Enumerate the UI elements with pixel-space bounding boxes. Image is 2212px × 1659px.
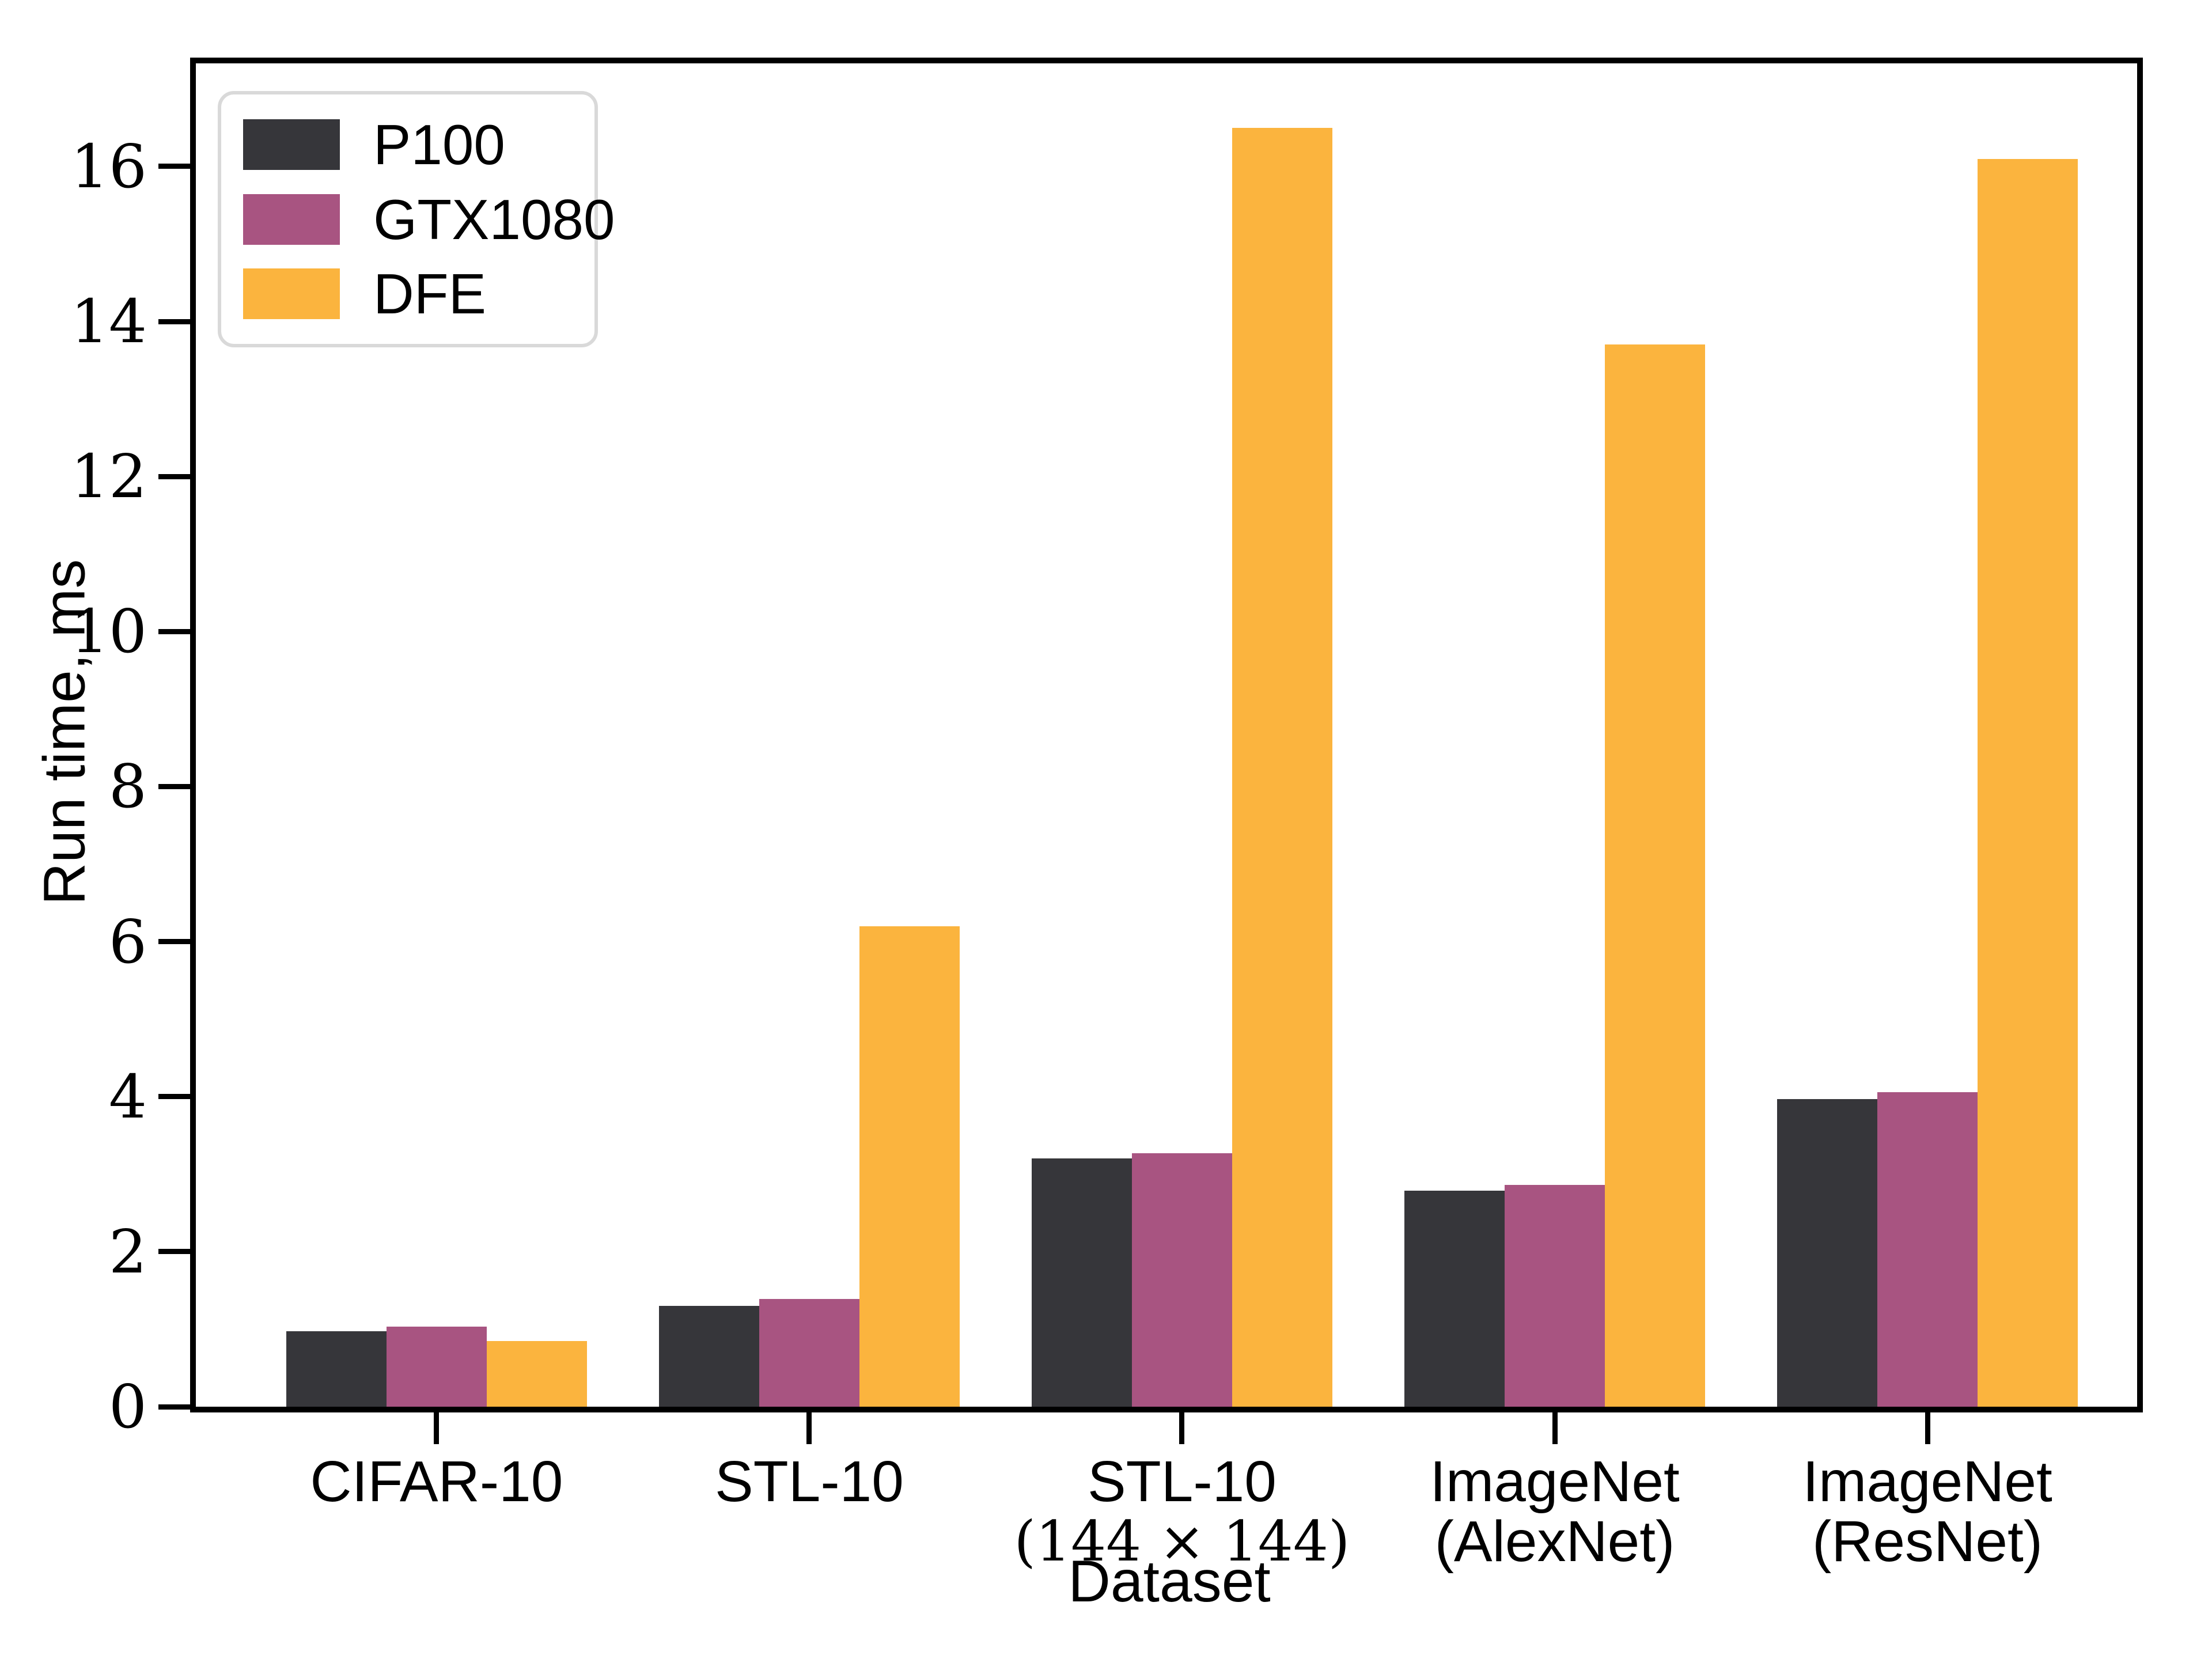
y-tick-mark [158,1249,190,1255]
bar-gtx1080 [759,1299,859,1407]
y-tick-label: 10 [70,596,147,667]
x-tick-label: STL-10 [714,1449,904,1514]
bar-gtx1080 [386,1327,487,1407]
x-tick-mark [806,1412,812,1444]
y-tick-mark [158,783,190,789]
y-tick-label: 12 [70,441,147,512]
bar-p100 [658,1306,759,1407]
y-tick-label: 4 [108,1061,147,1132]
bar-group-stl-10-144-144- [1031,128,1332,1407]
y-tick-label: 6 [108,906,147,977]
bar-dfe [1232,128,1332,1407]
bar-p100 [1031,1158,1132,1407]
legend-swatch-dfe [243,268,340,319]
x-axis-label: Dataset [1068,1548,1271,1614]
x-tick-mark [1552,1412,1558,1444]
legend-label: P100 [373,113,505,176]
legend-label: GTX1080 [373,187,615,251]
bar-dfe [859,926,960,1407]
y-tick-mark [158,939,190,945]
bar-gtx1080 [1131,1153,1232,1407]
x-tick-mark [434,1412,440,1444]
y-tick-mark [158,319,190,324]
y-tick-label: 8 [108,751,147,822]
y-tick-mark [158,628,190,634]
y-tick-mark [158,1094,190,1100]
x-tick-label: CIFAR-10 [310,1449,563,1514]
x-tick-label: STL-10 (144 × 144) [1014,1449,1350,1574]
y-tick-label: 16 [70,131,147,202]
bar-group-stl-10 [658,926,960,1407]
legend-label: DFE [373,262,486,325]
bar-dfe [486,1341,587,1407]
x-tick-label: ImageNet (ResNet) [1802,1449,2052,1574]
bar-p100 [1404,1191,1505,1407]
bar-p100 [286,1331,387,1407]
bar-dfe [1978,159,2078,1407]
y-tick-mark [158,164,190,169]
x-tick-mark [1179,1412,1185,1444]
y-axis-label: Run time, ms [31,559,97,906]
y-tick-mark [158,474,190,479]
bar-group-imagenet-resnet- [1777,159,2078,1407]
y-tick-label: 0 [108,1372,147,1442]
plot-area [190,58,2143,1412]
legend-entry-gtx1080: GTX1080 [243,191,615,248]
x-tick-label: ImageNet (AlexNet) [1430,1449,1680,1574]
bar-group-imagenet-alexnet- [1404,344,1705,1407]
bar-group-cifar-10 [286,1327,587,1407]
legend-swatch-p100 [243,119,340,170]
legend-entry-dfe: DFE [243,266,594,322]
bar-gtx1080 [1877,1092,1978,1407]
y-tick-label: 2 [108,1216,147,1287]
legend-swatch-gtx1080 [243,194,340,245]
bar-dfe [1605,344,1705,1407]
x-tick-mark [1925,1412,1930,1444]
legend: P100 GTX1080 DFE [218,91,615,347]
legend-entry-p100: P100 [243,116,594,173]
bar-gtx1080 [1505,1185,1605,1407]
y-tick-mark [158,1404,190,1410]
bar-p100 [1777,1099,1878,1407]
y-tick-label: 14 [70,286,147,357]
